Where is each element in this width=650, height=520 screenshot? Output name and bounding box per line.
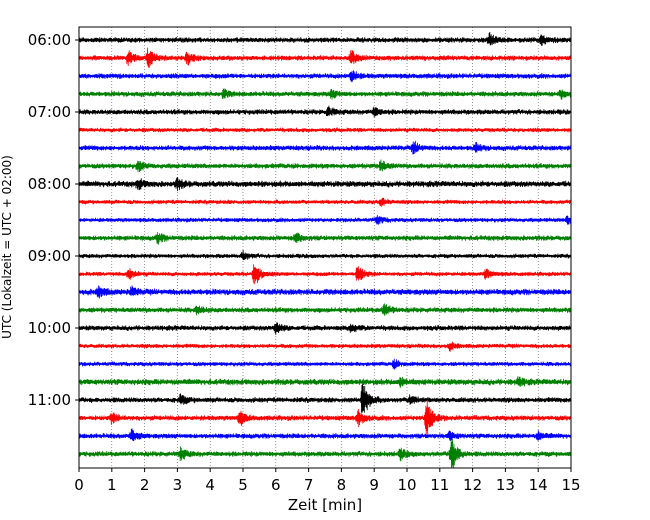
trace-line	[78, 88, 572, 100]
trace-line	[78, 428, 572, 442]
x-axis-label: Zeit [min]	[288, 496, 362, 514]
trace-group	[78, 32, 572, 469]
trace-line	[78, 438, 572, 469]
x-tick-label: 3	[173, 476, 183, 494]
trace-line	[78, 197, 572, 207]
x-tick-label: 5	[238, 476, 248, 494]
y-tick-label: 11:00	[28, 391, 71, 409]
x-tick-label: 14	[529, 476, 548, 494]
trace-line	[78, 215, 572, 225]
x-tick-label: 13	[496, 476, 515, 494]
plot-frame	[78, 26, 572, 469]
x-tick-label: 2	[140, 476, 150, 494]
trace-line	[78, 140, 572, 155]
trace-line	[78, 399, 572, 435]
y-tick-label: 10:00	[28, 319, 71, 337]
x-tick-label: 4	[205, 476, 215, 494]
x-tick-label: 11	[430, 476, 449, 494]
x-tick-label: 8	[337, 476, 347, 494]
x-tick-label: 0	[74, 476, 84, 494]
y-tick-label: 08:00	[28, 175, 71, 193]
y-tick-label: 06:00	[28, 31, 71, 49]
trace-line	[78, 322, 572, 335]
y-axis-label: UTC (Lokalzeit = UTC + 02:00)	[0, 155, 14, 339]
y-axis-ticks: 06:00 07:00 08:00 09:00 10:00 11:00	[28, 31, 79, 409]
x-tick-label: 9	[369, 476, 379, 494]
trace-line	[78, 177, 572, 192]
trace-line	[78, 383, 572, 413]
x-tick-label: 6	[271, 476, 281, 494]
x-tick-label: 1	[107, 476, 117, 494]
y-tick-label: 07:00	[28, 103, 71, 121]
trace-line	[78, 127, 572, 133]
plot-background	[79, 27, 571, 468]
trace-line	[78, 285, 572, 299]
trace-line	[78, 358, 572, 370]
trace-line	[78, 159, 572, 173]
x-tick-label: 12	[463, 476, 482, 494]
trace-line	[78, 250, 572, 261]
trace-line	[78, 264, 572, 285]
trace-line	[78, 70, 572, 83]
x-axis-ticks: 0 1 2 3 4 5 6 7 8 9 10 11 12 13 14 15	[74, 468, 581, 494]
trace-line	[78, 303, 572, 317]
trace-line	[78, 341, 572, 352]
trace-line	[78, 232, 572, 245]
y-tick-label: 09:00	[28, 247, 71, 265]
x-tick-label: 15	[561, 476, 580, 494]
trace-line	[78, 47, 572, 68]
trace-line	[78, 32, 572, 46]
x-tick-label: 10	[397, 476, 416, 494]
trace-line	[78, 376, 572, 389]
trace-line	[78, 105, 572, 118]
x-tick-label: 7	[304, 476, 314, 494]
